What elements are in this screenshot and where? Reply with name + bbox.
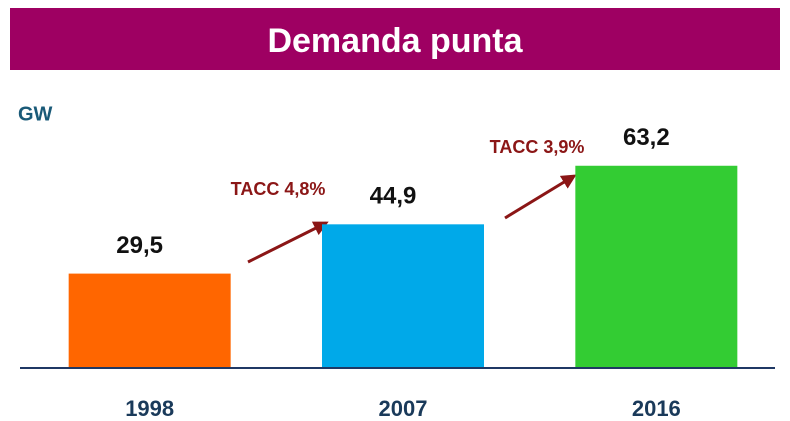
value-label: 44,9: [370, 183, 417, 210]
chart-title: Demanda punta: [267, 22, 523, 60]
x-tick-label: 1998: [125, 396, 174, 421]
annotation: TACC 3,9%: [490, 137, 585, 157]
x-tick-label: 2007: [379, 396, 428, 421]
arrow: [504, 174, 577, 220]
title-band: [10, 8, 780, 70]
arrow: [247, 221, 329, 264]
bar: [575, 165, 738, 368]
value-label: 29,5: [116, 232, 163, 259]
value-label: 63,2: [623, 124, 670, 151]
annotation: TACC 4,8%: [231, 179, 326, 199]
bar: [322, 224, 484, 368]
y-axis-label: GW: [18, 103, 53, 125]
bar: [68, 273, 231, 368]
x-tick-label: 2016: [632, 396, 681, 421]
